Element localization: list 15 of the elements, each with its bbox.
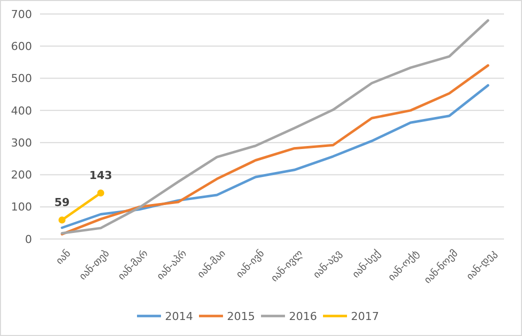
y-tick-label: 500 xyxy=(11,72,32,86)
y-tick-label: 100 xyxy=(11,200,32,214)
data-label: 59 xyxy=(54,196,70,210)
legend-label: 2015 xyxy=(227,310,255,323)
y-tick-label: 400 xyxy=(11,104,32,118)
legend-label: 2014 xyxy=(165,310,193,323)
y-tick-label: 700 xyxy=(11,8,32,21)
y-tick-label: 600 xyxy=(11,40,32,53)
x-tick-label: იან xyxy=(54,248,74,268)
data-label: 143 xyxy=(89,169,112,182)
y-tick-label: 200 xyxy=(11,168,32,182)
y-tick-label: 300 xyxy=(11,136,32,150)
legend-label: 2017 xyxy=(351,310,379,323)
legend-label: 2016 xyxy=(289,310,317,323)
y-tick-label: 0 xyxy=(25,232,32,246)
